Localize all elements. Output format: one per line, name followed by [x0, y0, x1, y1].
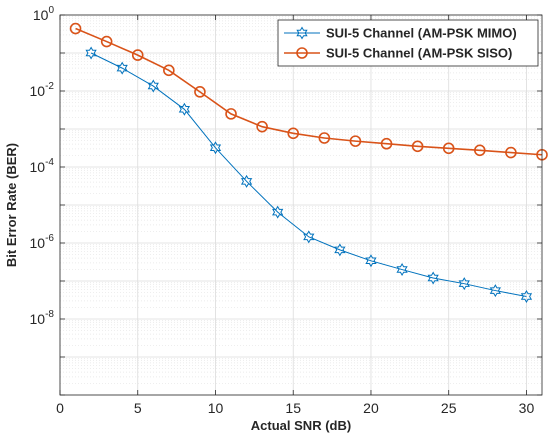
series-line: [90, 52, 527, 298]
data-point: [287, 127, 300, 140]
tick-labels: 0 5 10 15 20 25 30 100 10-2 10-4 10-6 10-8: [30, 5, 535, 416]
legend-swatch-marker: [296, 47, 308, 59]
y-axis-label: Bit Error Rate (BER): [4, 143, 19, 267]
legend-label: SUI-5 Channel (AM-PSK SISO): [326, 46, 512, 61]
x-tick-label: 0: [56, 400, 64, 416]
x-tick-label: 5: [134, 400, 142, 416]
series-2: [69, 22, 548, 161]
data-point: [178, 102, 191, 116]
data-point: [318, 132, 331, 144]
axis-ticks: [59, 14, 542, 396]
data-point: [505, 146, 517, 159]
data-point: [303, 230, 315, 244]
y-tick-label: 10-8: [30, 309, 55, 327]
data-point: [194, 86, 206, 98]
series-line: [75, 27, 543, 156]
data-point: [489, 284, 501, 298]
data-point: [349, 135, 362, 147]
legend-label: SUI-5 Channel (AM-PSK MIMO): [326, 26, 517, 41]
data-point: [458, 277, 470, 291]
data-point: [380, 137, 393, 150]
x-tick-label: 15: [285, 400, 301, 416]
data-point: [256, 120, 268, 133]
data-point: [272, 205, 284, 219]
data-point: [474, 144, 486, 157]
y-tick-label: 10-4: [30, 157, 55, 175]
legend: SUI-5 Channel (AM-PSK MIMO) SUI-5 Channel…: [277, 19, 539, 67]
data-point: [225, 108, 237, 120]
data-point: [131, 49, 144, 61]
y-tick-label: 100: [33, 5, 55, 23]
series-layer: [69, 22, 548, 304]
data-point: [240, 174, 253, 188]
data-point: [209, 141, 222, 155]
data-point: [442, 142, 455, 155]
series-1: [85, 46, 533, 304]
x-axis-label: Actual SNR (dB): [251, 418, 351, 433]
data-point: [85, 46, 97, 60]
data-point: [520, 290, 533, 304]
x-tick-label: 25: [441, 400, 457, 416]
data-point: [365, 254, 377, 268]
data-point: [334, 243, 346, 257]
x-tick-label: 30: [519, 400, 535, 416]
data-point: [411, 140, 424, 153]
data-point: [100, 35, 113, 48]
y-tick-label: 10-2: [30, 81, 55, 99]
x-tick-label: 20: [363, 400, 379, 416]
legend-swatch-marker: [296, 26, 308, 40]
data-point: [147, 79, 159, 93]
y-tick-label: 10-6: [30, 233, 55, 251]
data-point: [427, 271, 439, 285]
x-tick-label: 10: [208, 400, 224, 416]
legend-box: [277, 19, 539, 67]
data-point: [116, 61, 128, 75]
data-point: [69, 22, 82, 35]
data-point: [163, 64, 175, 77]
data-point: [396, 263, 408, 277]
